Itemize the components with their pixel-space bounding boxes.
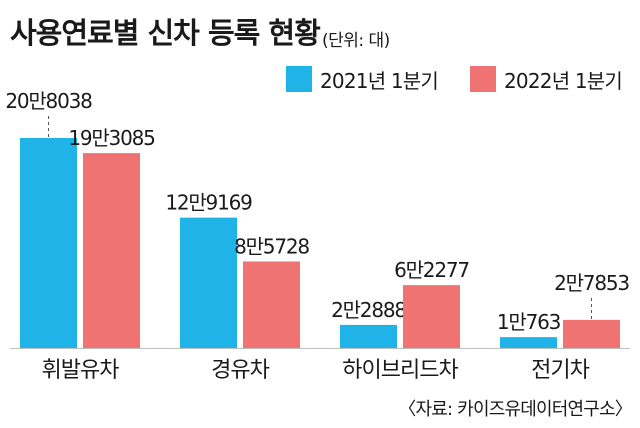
bar-2022-0 [83,153,140,348]
value-label-2022-3: 2만7853 [554,271,629,295]
value-label-2021-3: 1만763 [497,310,561,334]
legend-item-2022: 2022년 1분기 [470,66,623,93]
source-note: 〈자료: 카이즈유데이터연구소〉 [398,399,633,420]
legend-label-2022: 2022년 1분기 [504,68,623,93]
bar-2021-2 [340,324,397,348]
value-label-2021-0: 20만8038 [5,89,92,113]
value-label-2021-1: 12만9169 [165,191,252,215]
bar-2021-0 [20,138,77,348]
value-label-2022-1: 8만5728 [234,234,309,258]
value-label-2021-2: 2만2888 [331,298,406,322]
legend-label-2021: 2021년 1분기 [320,68,439,93]
bar-2021-1 [180,217,237,348]
category-label-3: 전기차 [531,358,589,383]
bar-2022-3 [563,319,620,348]
legend-swatch-2022 [470,66,496,92]
value-label-2022-2: 6만2277 [394,258,469,282]
bar-2022-1 [243,261,300,348]
legend-swatch-2021 [286,66,312,92]
category-label-0: 휘발유차 [42,358,120,383]
chart-unit: (단위: 대) [322,31,390,51]
bar-2021-3 [500,337,557,348]
category-label-2: 하이브리드차 [342,358,458,383]
value-label-2022-0: 19만3085 [68,126,154,150]
category-label-1: 경유차 [211,358,269,383]
legend-item-2021: 2021년 1분기 [286,66,439,93]
bar-2022-2 [403,285,460,348]
chart-title: 사용연료별 신차 등록 현황 [10,16,321,50]
